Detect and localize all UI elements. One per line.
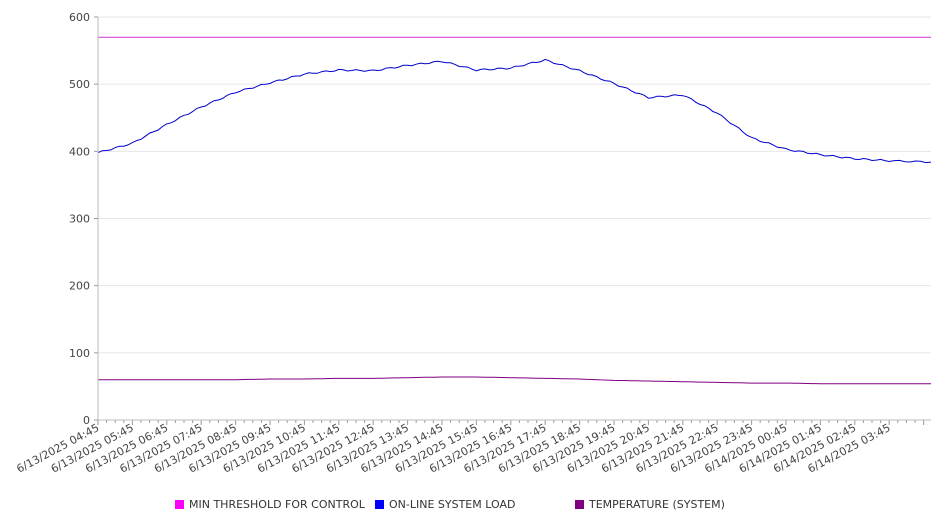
series-line-2 (98, 376, 931, 385)
series-line-1 (97, 58, 932, 164)
grid-lines (98, 16, 931, 354)
legend-item-temperature[interactable]: TEMPERATURE (SYSTEM) (575, 498, 725, 511)
legend-item-min-threshold[interactable]: MIN THRESHOLD FOR CONTROL (175, 498, 365, 511)
legend-swatch-online-system-load (375, 500, 384, 509)
legend-swatch-temperature (575, 500, 584, 509)
legend-label-online-system-load: ON-LINE SYSTEM LOAD (389, 498, 516, 511)
y-tick-label: 100 (69, 347, 90, 360)
y-tick-label: 400 (69, 145, 90, 158)
legend-label-min-threshold: MIN THRESHOLD FOR CONTROL (189, 498, 365, 511)
series-lines (97, 36, 932, 385)
y-tick-label: 200 (69, 280, 90, 293)
y-axis-ticks: 0 100 200 300 400 500 600 (69, 11, 98, 427)
y-tick-label: 300 (69, 213, 90, 226)
y-tick-label: 500 (69, 78, 90, 91)
y-tick-label: 600 (69, 11, 90, 24)
x-axis-ticks: 6/13/2025 04:456/13/2025 05:456/13/2025 … (14, 420, 925, 476)
legend: MIN THRESHOLD FOR CONTROL ON-LINE SYSTEM… (0, 498, 946, 514)
legend-label-temperature: TEMPERATURE (SYSTEM) (589, 498, 725, 511)
y-tick-label: 0 (83, 414, 90, 427)
legend-item-online-system-load[interactable]: ON-LINE SYSTEM LOAD (375, 498, 515, 511)
legend-swatch-min-threshold (175, 500, 184, 509)
